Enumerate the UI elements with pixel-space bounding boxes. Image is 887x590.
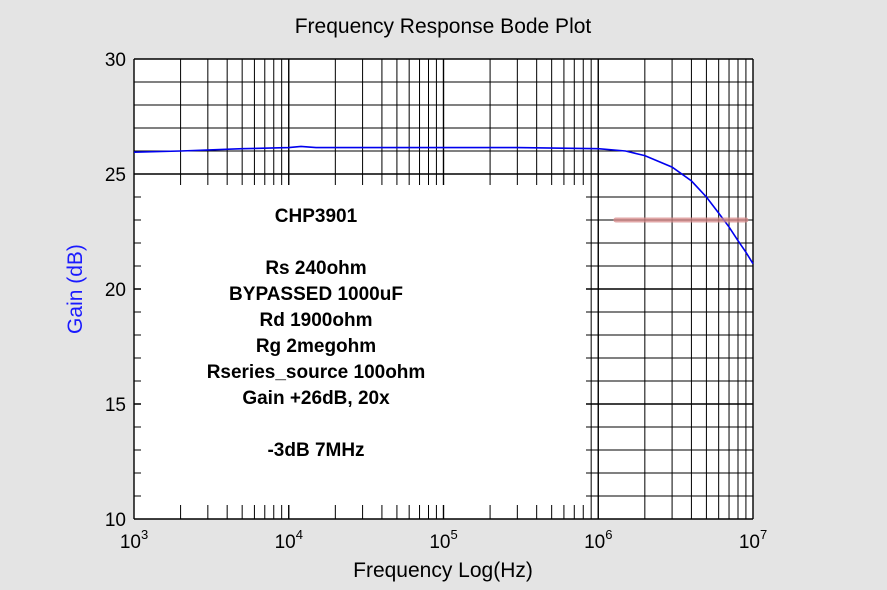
x-tick-label: 106	[584, 527, 612, 553]
chart-title: Frequency Response Bode Plot	[295, 15, 592, 38]
x-tick-label: 107	[739, 527, 767, 553]
y-tick-label: 20	[105, 280, 126, 301]
annotation-line: -3dB 7MHz	[267, 440, 364, 461]
y-tick-label: 30	[105, 50, 126, 71]
gain-series-line	[133, 145, 754, 265]
x-tick-labels: 103 104 105 106 107	[120, 527, 767, 553]
y-tick-label: 10	[105, 510, 126, 531]
x-axis-label: Frequency Log(Hz)	[353, 559, 533, 582]
annotation-text: CHP3901 Rs 240ohm BYPASSED 1000uF Rd 1900oh…	[207, 206, 426, 461]
annotation-line: Rd 1900ohm	[260, 310, 373, 331]
x-tick-label: 105	[429, 527, 457, 553]
y-axis-label: Gain (dB)	[64, 244, 87, 334]
annotation-line: Rg 2megohm	[256, 336, 376, 357]
x-tick-label: 104	[275, 527, 303, 553]
annotation-line: Rseries_source 100ohm	[207, 362, 426, 383]
annotation-box	[141, 185, 586, 505]
annotation-line: CHP3901	[275, 206, 358, 227]
x-tick-label: 103	[120, 527, 148, 553]
annotation-line: BYPASSED 1000uF	[229, 284, 403, 305]
y-tick-labels: 10 15 20 25 30	[105, 50, 126, 531]
y-tick-label: 25	[105, 165, 126, 186]
annotation-line: Gain +26dB, 20x	[242, 388, 390, 409]
y-tick-label: 15	[105, 395, 126, 416]
annotation-line: Rs 240ohm	[265, 258, 366, 279]
